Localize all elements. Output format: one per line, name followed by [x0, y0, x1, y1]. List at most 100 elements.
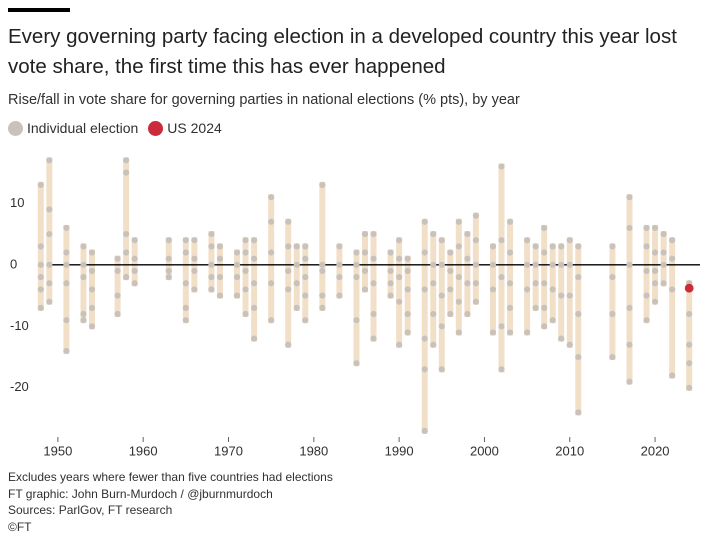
- top-bar: [8, 8, 70, 12]
- point: [182, 317, 189, 324]
- point: [472, 261, 480, 268]
- range-bar: [63, 224, 70, 354]
- point: [421, 366, 428, 373]
- point: [336, 261, 343, 268]
- point: [250, 280, 258, 287]
- point: [63, 280, 70, 287]
- highlight-point: [684, 283, 694, 293]
- note: FT graphic: John Burn-Murdoch / @jburnmu…: [8, 486, 273, 501]
- point: [669, 255, 676, 262]
- point: [387, 249, 394, 256]
- chart-subtitle: Rise/fall in vote share for governing pa…: [8, 92, 520, 108]
- point: [182, 304, 189, 311]
- point: [686, 310, 693, 318]
- point: [114, 267, 121, 275]
- point: [438, 323, 445, 330]
- point: [268, 317, 275, 324]
- point: [63, 317, 70, 324]
- point: [438, 237, 445, 244]
- point: [566, 261, 573, 268]
- point: [464, 310, 471, 318]
- point: [404, 329, 411, 336]
- range-bar: [660, 231, 667, 287]
- point: [302, 317, 309, 324]
- point: [455, 298, 462, 305]
- point: [396, 237, 403, 244]
- point: [88, 286, 96, 293]
- legend-label: US 2024: [167, 120, 222, 136]
- point: [302, 255, 309, 262]
- point: [63, 224, 70, 232]
- legend-item: Individual election: [8, 120, 138, 136]
- point: [396, 298, 403, 305]
- point: [250, 255, 258, 262]
- point: [464, 255, 471, 262]
- point: [208, 243, 215, 250]
- range-bar: [242, 237, 249, 318]
- point: [37, 274, 44, 281]
- point: [472, 212, 480, 219]
- point: [404, 267, 411, 275]
- point: [293, 304, 300, 311]
- point: [191, 237, 198, 244]
- point: [506, 218, 514, 225]
- point: [643, 243, 650, 250]
- point: [498, 366, 505, 373]
- range-bar: [626, 194, 633, 385]
- point: [430, 280, 437, 287]
- point: [80, 261, 87, 268]
- point: [336, 274, 343, 281]
- point: [447, 310, 454, 318]
- point: [609, 274, 616, 281]
- point: [46, 298, 53, 305]
- point: [242, 249, 249, 256]
- point: [353, 261, 360, 268]
- point: [421, 335, 428, 342]
- point: [114, 310, 121, 318]
- point: [669, 372, 676, 379]
- point: [370, 280, 377, 287]
- point: [532, 261, 539, 268]
- point: [489, 329, 497, 336]
- x-tick-label: 1950: [43, 443, 72, 458]
- point: [566, 292, 573, 299]
- point: [669, 286, 676, 293]
- point: [114, 292, 121, 299]
- point: [660, 280, 667, 287]
- point: [549, 286, 556, 293]
- point: [438, 366, 445, 373]
- point: [37, 181, 44, 188]
- point: [37, 286, 44, 293]
- point: [302, 292, 309, 299]
- point: [293, 261, 300, 268]
- point: [626, 304, 633, 311]
- point: [165, 274, 172, 281]
- point: [387, 292, 394, 299]
- point: [319, 261, 326, 268]
- point: [191, 255, 198, 262]
- point: [63, 261, 70, 268]
- range-bar: [302, 243, 309, 324]
- point: [626, 341, 633, 348]
- range-bar: [447, 249, 454, 318]
- point: [575, 353, 582, 361]
- range-bar: [430, 231, 437, 348]
- point: [524, 286, 531, 293]
- point: [293, 243, 300, 250]
- point: [549, 317, 556, 324]
- range-bar: [507, 218, 514, 336]
- point: [233, 274, 241, 281]
- point: [421, 218, 428, 225]
- range-bar: [464, 231, 471, 318]
- point: [455, 243, 462, 250]
- point: [643, 224, 650, 232]
- point: [575, 243, 582, 250]
- point: [489, 261, 497, 268]
- point: [182, 280, 189, 287]
- point: [165, 237, 172, 244]
- point: [489, 243, 497, 250]
- point: [63, 249, 70, 256]
- range-bar: [285, 218, 292, 348]
- point: [361, 286, 369, 293]
